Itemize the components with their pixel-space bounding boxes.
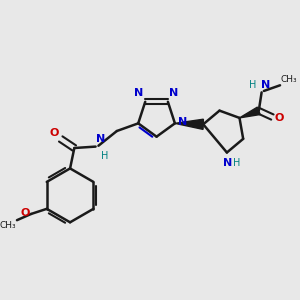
Text: N: N	[178, 118, 188, 128]
Text: N: N	[169, 88, 178, 98]
Text: H: H	[233, 158, 241, 168]
Text: N: N	[224, 158, 233, 168]
Text: H: H	[249, 80, 256, 90]
Text: O: O	[274, 113, 283, 123]
Text: N: N	[96, 134, 105, 144]
Text: H: H	[101, 151, 108, 161]
Text: N: N	[134, 88, 143, 98]
Polygon shape	[175, 119, 203, 129]
Text: O: O	[20, 208, 30, 218]
Text: N: N	[261, 80, 270, 90]
Text: CH₃: CH₃	[281, 75, 298, 84]
Polygon shape	[239, 107, 260, 118]
Text: O: O	[50, 128, 59, 138]
Text: CH₃: CH₃	[0, 221, 16, 230]
